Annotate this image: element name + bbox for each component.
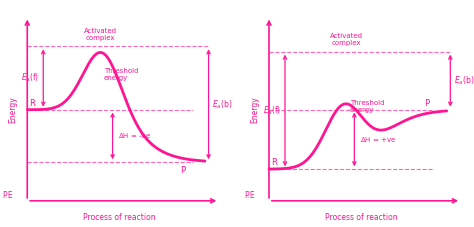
Text: R: R [29, 99, 35, 108]
Text: P.E: P.E [244, 191, 255, 200]
Text: $E_a$(f): $E_a$(f) [263, 104, 282, 117]
Text: $E_a$(b): $E_a$(b) [454, 74, 474, 87]
Text: P.E: P.E [2, 191, 13, 200]
Text: Threshold
energy: Threshold energy [350, 101, 384, 114]
Text: P: P [424, 99, 429, 108]
Text: $E_a$(b): $E_a$(b) [212, 98, 233, 111]
Text: Process of reaction: Process of reaction [83, 213, 156, 222]
Text: Energy: Energy [250, 96, 259, 123]
Text: Process of reaction: Process of reaction [325, 213, 398, 222]
Text: Threshold
energy: Threshold energy [104, 68, 138, 81]
Text: Activated
complex: Activated complex [84, 28, 117, 41]
Text: $\Delta$H = -ve: $\Delta$H = -ve [118, 131, 151, 140]
Text: R: R [271, 158, 277, 168]
Text: Activated
complex: Activated complex [329, 33, 363, 47]
Text: Energy: Energy [9, 96, 18, 123]
Text: $E_a$(f): $E_a$(f) [21, 72, 40, 84]
Text: P: P [180, 166, 185, 175]
Text: $\Delta$H = +ve: $\Delta$H = +ve [360, 135, 396, 144]
